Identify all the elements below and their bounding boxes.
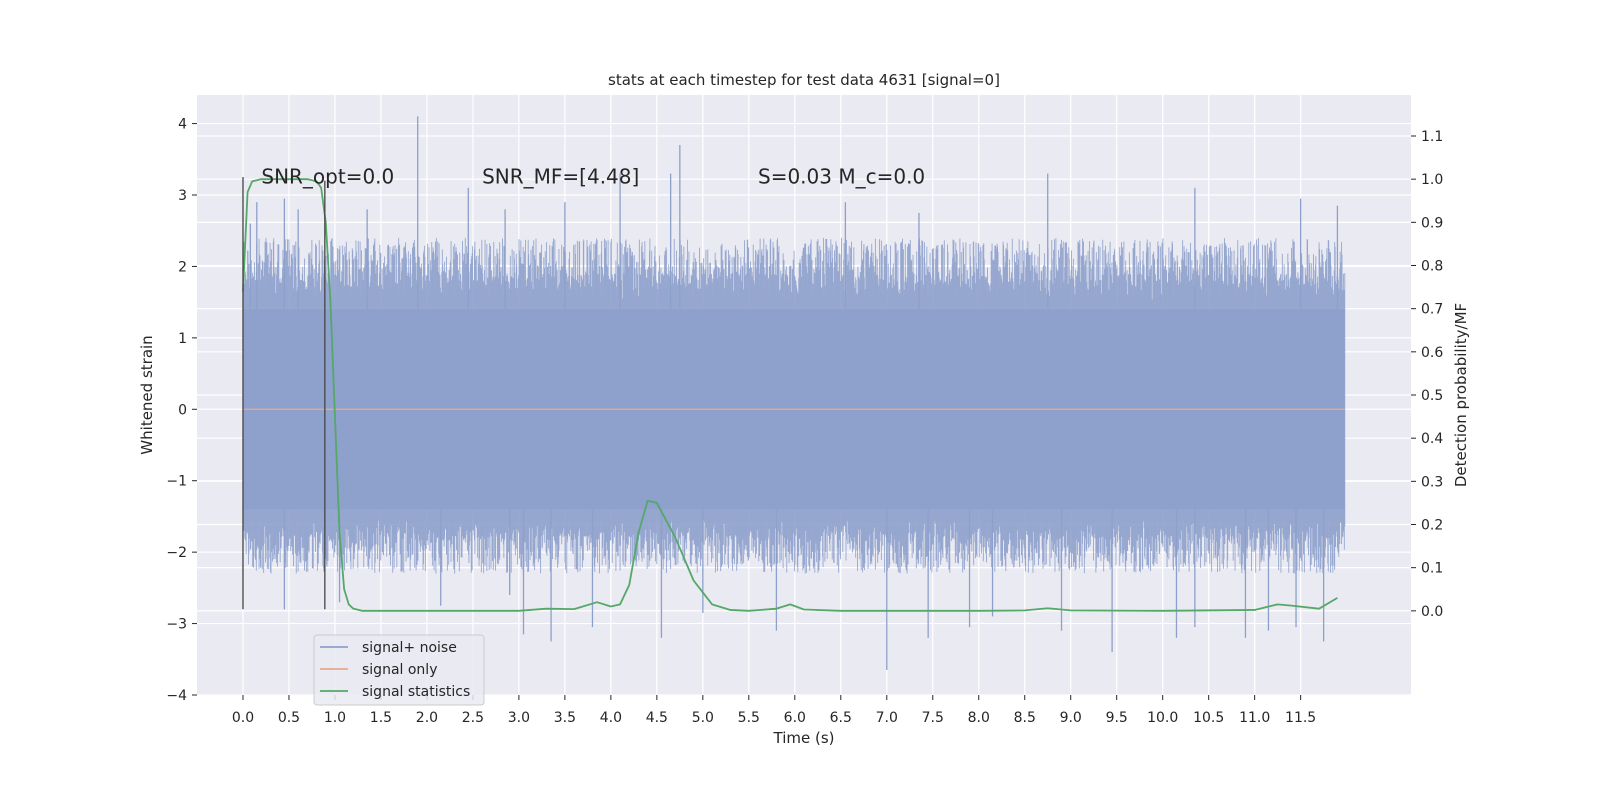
annotation: S=0.03 M_c=0.0: [758, 164, 925, 188]
y2-tick-label: 0.5: [1421, 388, 1443, 404]
y2-tick-label: 0.7: [1421, 302, 1443, 318]
x-tick-label: 1.5: [370, 710, 392, 726]
x-tick-label: 2.5: [462, 710, 484, 726]
legend-entry: signal+ noise: [362, 640, 457, 656]
x-tick-label: 6.0: [784, 710, 806, 726]
y2-tick-label: 0.6: [1421, 345, 1443, 361]
legend-box: [313, 634, 485, 706]
y-tick-label: 2: [178, 259, 187, 275]
x-tick-label: 9.5: [1106, 710, 1128, 726]
x-tick-label: 1.0: [324, 710, 346, 726]
x-tick-label: 2.0: [416, 710, 438, 726]
y2-tick-label: 0.2: [1421, 517, 1443, 533]
series-line-signal-statistics: [242, 178, 1338, 612]
x-tick-label: 0.5: [278, 710, 300, 726]
x-tick-label: 7.0: [876, 710, 898, 726]
annotation: SNR_opt=0.0: [261, 164, 394, 188]
y-tick-label: 3: [178, 188, 187, 204]
y-tick-label: −4: [166, 688, 187, 704]
y2-axis-label: Detection probability/MF: [1452, 303, 1470, 487]
y-tick-label: −1: [166, 474, 187, 490]
x-tick-label: 0.0: [232, 710, 254, 726]
signal-noise-trace: [242, 237, 1346, 574]
vertical-markers: [242, 177, 326, 610]
y2-tick-label: 0.4: [1421, 431, 1443, 447]
x-tick-label: 8.0: [968, 710, 990, 726]
chart-title: stats at each timestep for test data 463…: [608, 71, 1000, 89]
y-tick-label: 0: [178, 402, 187, 418]
annotation: SNR_MF=[4.48]: [482, 164, 639, 188]
y-tick-label: 4: [178, 117, 187, 133]
x-tick-label: 10.5: [1193, 710, 1224, 726]
y-tick-label: −3: [166, 617, 187, 633]
x-axis-label: Time (s): [773, 729, 835, 747]
x-tick-label: 6.5: [830, 710, 852, 726]
x-tick-label: 5.0: [692, 710, 714, 726]
x-tick-label: 5.5: [738, 710, 760, 726]
y2-tick-label: 0.8: [1421, 259, 1443, 275]
x-tick-label: 11.0: [1239, 710, 1270, 726]
x-tick-label: 4.5: [646, 710, 668, 726]
y2-tick-label: 1.0: [1421, 172, 1443, 188]
y2-tick-label: 0.9: [1421, 215, 1443, 231]
x-tick-label: 9.0: [1060, 710, 1082, 726]
y-tick-label: 1: [178, 331, 187, 347]
y-axis-label: Whitened strain: [138, 335, 156, 454]
legend-entry: signal statistics: [362, 684, 470, 700]
legend: signal+ noise signal only signal statistic…: [313, 634, 485, 706]
x-tick-label: 8.5: [1014, 710, 1036, 726]
y2-tick-label: 0.1: [1421, 561, 1443, 577]
y2-tick-label: 0.0: [1421, 604, 1443, 620]
x-tick-label: 11.5: [1285, 710, 1316, 726]
x-tick-label: 3.5: [554, 710, 576, 726]
line-series: [242, 178, 1345, 612]
ticks: 0.0 0.5 1.0 1.5 2.0 2.5 3.0 3.5 4.0 4.5 5.0 5.5 6.0 6…: [166, 117, 1443, 726]
x-tick-label: 7.5: [922, 710, 944, 726]
y2-tick-label: 0.3: [1421, 474, 1443, 490]
y2-tick-label: 1.1: [1421, 129, 1443, 145]
legend-entry: signal only: [362, 662, 437, 678]
x-tick-label: 10.0: [1147, 710, 1178, 726]
y-tick-label: −2: [166, 545, 187, 561]
x-tick-label: 3.0: [508, 710, 530, 726]
annotations: SNR_opt=0.0 SNR_MF=[4.48] S=0.03 M_c=0.0: [261, 164, 925, 188]
x-tick-label: 4.0: [600, 710, 622, 726]
